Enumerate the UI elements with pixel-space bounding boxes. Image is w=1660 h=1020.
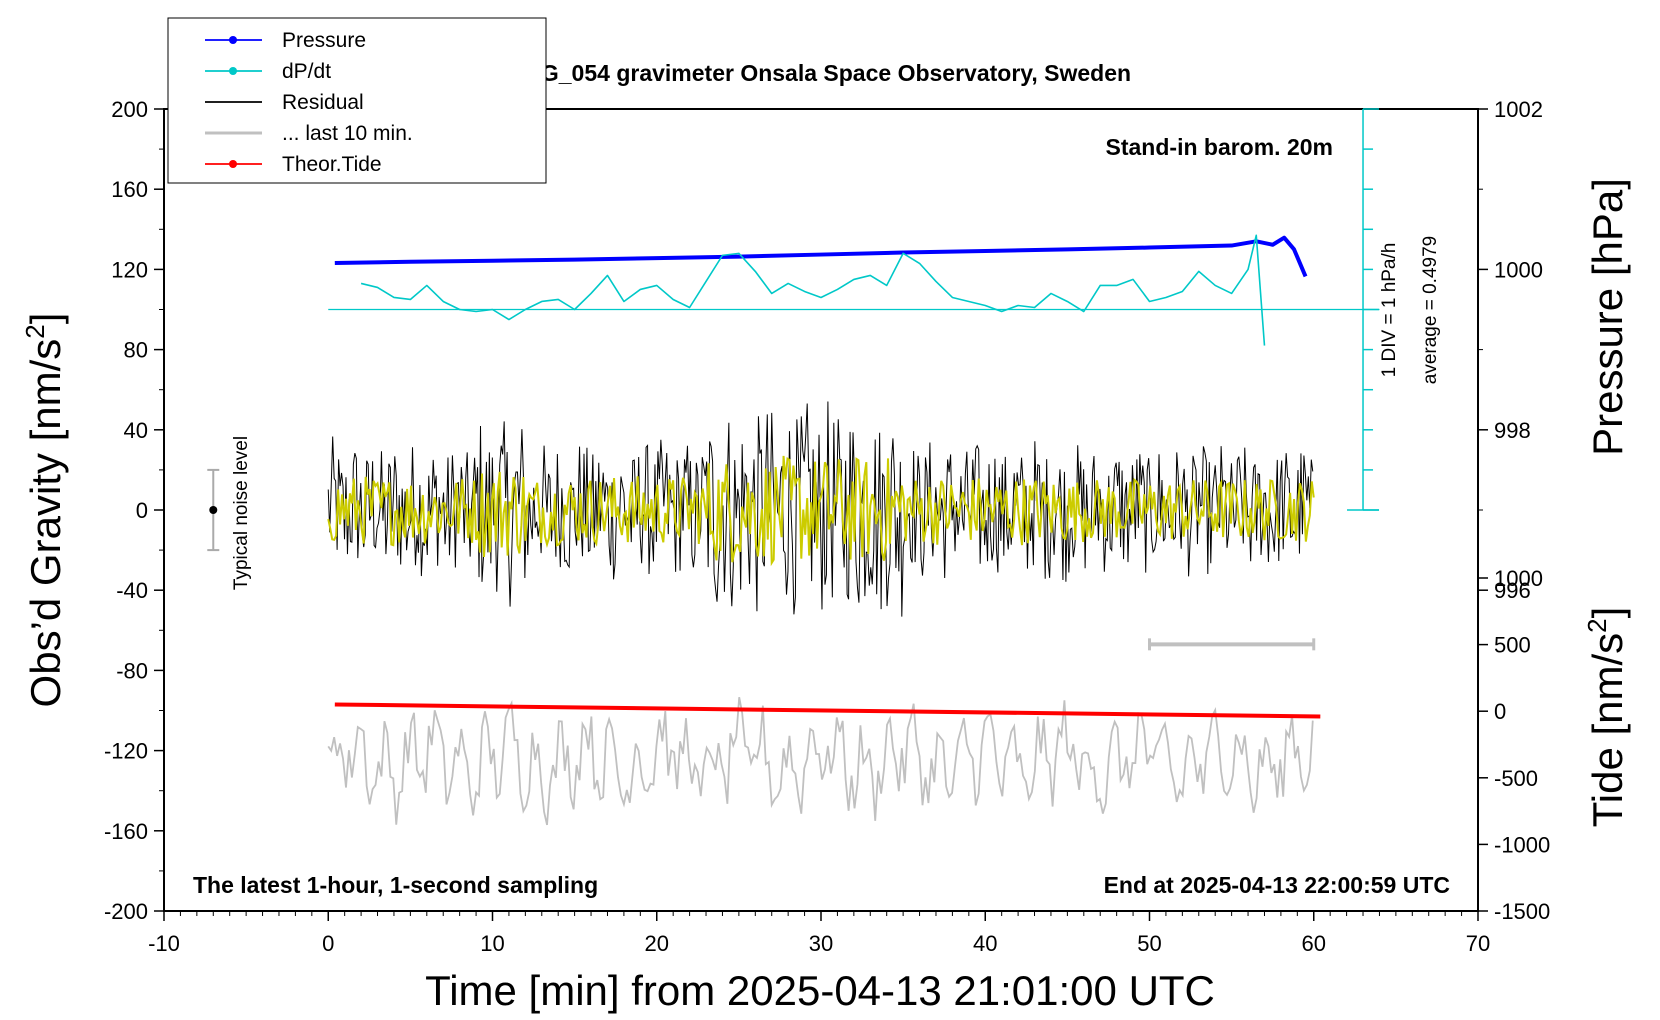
x-tick-label: 50 [1137,931,1161,956]
bottom-right-label: End at 2025-04-13 22:00:59 UTC [1104,872,1450,898]
pressure-tick-label: 996 [1494,578,1531,603]
y-tick-label: 200 [111,97,148,122]
noise-point [209,506,218,514]
series-pressure [334,235,1308,278]
y-tick-label: -40 [116,578,148,603]
x-tick-label: 0 [322,931,334,956]
legend-marker [229,160,237,168]
pressure-axis-label: Pressure [hPa] [1584,178,1631,456]
tide-tick-label: 500 [1494,633,1531,658]
y-tick-label: 80 [124,338,148,363]
x-tick-label: 40 [973,931,997,956]
x-tick-label: 70 [1466,931,1490,956]
last10-trace [327,696,1314,826]
legend-marker [229,36,237,44]
y-tick-label: 0 [136,498,148,523]
tide-tick-label: -500 [1494,766,1538,791]
legend-label: Residual [282,91,364,114]
y-tick-label: 120 [111,257,148,282]
y-tick-label: -120 [104,739,148,764]
pressure-tick-label: 998 [1494,418,1531,443]
tide-tick-label: -1500 [1494,899,1550,924]
tide-tick-label: 0 [1494,699,1506,724]
legend-marker [229,67,237,75]
noise-label: Typical noise level [231,436,252,590]
y-tick-label: -200 [104,899,148,924]
tide-tick-label: -1000 [1494,832,1550,857]
series-dp-dt [360,234,1266,346]
x-tick-label: 10 [480,931,504,956]
legend-label: Theor.Tide [282,153,382,176]
bottom-left-label: The latest 1-hour, 1-second sampling [193,872,598,898]
y-tick-label: -160 [104,819,148,844]
x-tick-label: 60 [1302,931,1326,956]
avg-note: average = 0.4979 [1420,236,1441,384]
filtered-trace [327,455,1315,567]
tide-tick-label: 1000 [1494,566,1543,591]
axis-ticks: -10 0 10 20 30 40 50 60 70 200 160 120 80 40 0 -40 -80 -1… [104,97,1550,956]
series-theor-tide [334,702,1321,719]
legend-box [167,17,547,184]
legend: Pressure dP/dt Residual ... last 10 min. The… [167,17,547,184]
y-axis-label-left: Obs’d Gravity [nm/s2] [20,313,69,708]
x-tick-label: -10 [148,931,180,956]
legend-label: ... last 10 min. [282,122,413,145]
series-layer [207,234,1380,826]
barom-label: Stand-in barom. 20m [1106,134,1333,160]
y-tick-label: -80 [116,658,148,683]
residual-trace [327,401,1314,617]
x-tick-label: 20 [645,931,669,956]
tide-axis-label: Tide [nm/s2] [1582,607,1631,828]
legend-label: Pressure [282,29,366,52]
legend-label: dP/dt [282,60,331,83]
y-tick-label: 160 [111,177,148,202]
x-tick-label: 30 [809,931,833,956]
div-note: 1 DIV = 1 hPa/h [1379,243,1400,378]
y-tick-label: 40 [124,418,148,443]
pressure-tick-label: 1002 [1494,97,1543,122]
pressure-tick-label: 1000 [1494,257,1543,282]
chart-title: SCG_054 gravimeter Onsala Space Observat… [509,60,1131,86]
x-axis-label: Time [min] from 2025-04-13 21:01:00 UTC [425,967,1215,1014]
